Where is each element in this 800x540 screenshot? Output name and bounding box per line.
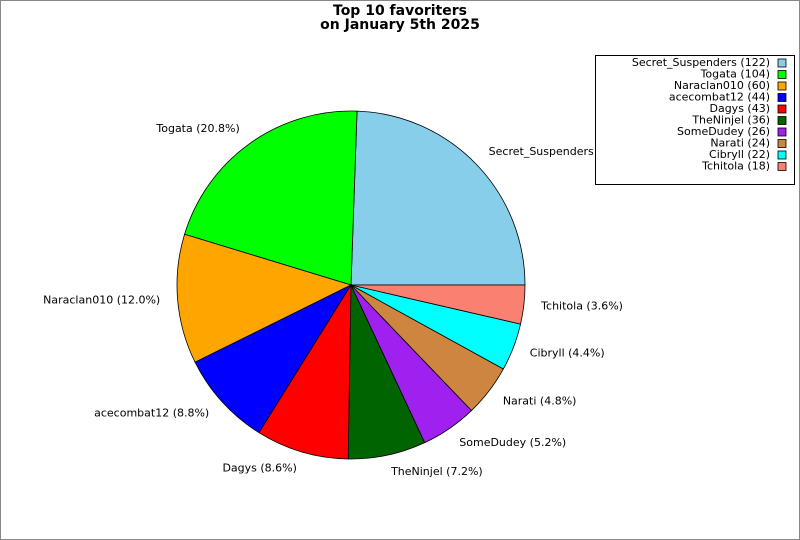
chart-subtitle: on January 5th 2025	[320, 17, 480, 33]
legend-label: Togata (104)	[700, 68, 770, 81]
slice-label: acecombat12 (8.8%)	[94, 407, 209, 420]
slice-label: Narati (4.8%)	[503, 395, 577, 408]
legend-label: SomeDudey (26)	[677, 125, 770, 138]
pie-slice	[350, 110, 526, 286]
legend-swatch	[777, 70, 787, 79]
pie-slice	[258, 283, 352, 460]
slice-label: Cibryll (4.4%)	[530, 346, 605, 359]
slice-label: Tchitola (3.6%)	[540, 300, 623, 313]
slice-label: Naraclan010 (12.0%)	[43, 294, 160, 307]
legend-swatch	[777, 116, 787, 125]
legend-swatch	[777, 81, 787, 91]
pie-slice	[176, 233, 353, 363]
legend-label: Dagys (43)	[709, 102, 770, 115]
slice-label: Dagys (8.6%)	[222, 462, 296, 475]
pie-slice	[184, 110, 358, 286]
legend: Secret_Suspenders (122)Togata (104)Narac…	[595, 55, 795, 185]
legend-swatch	[777, 139, 787, 148]
slice-label: SomeDudey (5.2%)	[459, 436, 566, 449]
legend-label: acecombat12 (44)	[669, 91, 770, 104]
legend-label: Cibryll (22)	[709, 148, 770, 161]
legend-swatch	[777, 58, 787, 68]
legend-swatch	[777, 162, 787, 171]
pie-slice	[350, 284, 526, 325]
legend-label: TheNinjel (36)	[691, 114, 770, 127]
legend-swatch	[777, 93, 787, 102]
legend-label: Narati (24)	[710, 137, 770, 150]
pie: Secret_Suspenders (24.4%)Togata (20.8%)N…	[43, 110, 641, 478]
slice-label: TheNinjel (7.2%)	[390, 465, 483, 478]
legend-swatch	[777, 104, 787, 114]
legend-label: Secret_Suspenders (122)	[632, 56, 770, 69]
legend-label: Tchitola (18)	[701, 160, 770, 173]
legend-swatch	[777, 150, 787, 160]
chart-title: Top 10 favoriters	[333, 3, 467, 19]
legend-label: Naraclan010 (60)	[674, 79, 770, 92]
legend-box	[595, 55, 795, 185]
slice-label: Togata (20.8%)	[155, 122, 239, 135]
legend-swatch	[777, 127, 787, 137]
pie-slice	[194, 284, 353, 434]
